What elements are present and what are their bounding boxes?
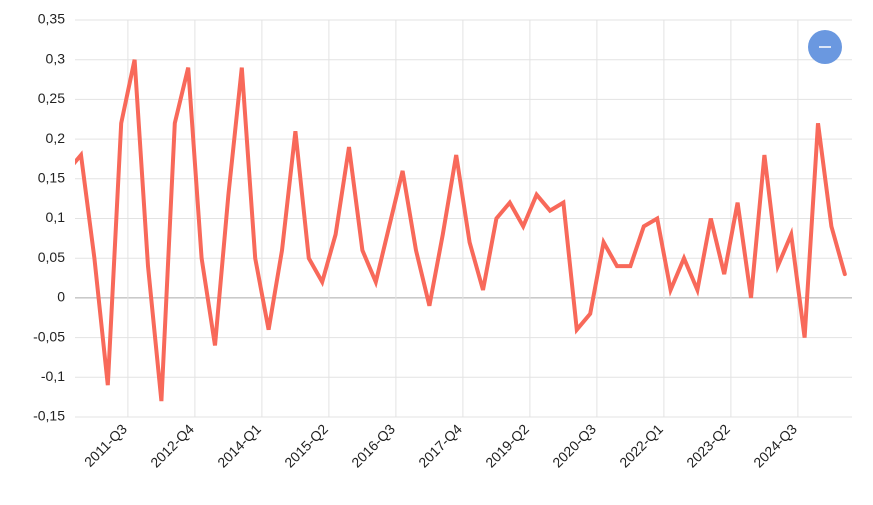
x-tick-label: 2022-Q1	[616, 421, 666, 471]
y-tick-label: -0,1	[41, 368, 65, 384]
x-tick-label: 2023-Q2	[683, 421, 733, 471]
x-tick-label: 2020-Q3	[549, 421, 599, 471]
y-tick-label: 0,05	[38, 249, 65, 265]
y-tick-label: 0,2	[46, 130, 66, 146]
x-tick-label: 2024-Q3	[750, 421, 800, 471]
x-tick-label: 2012-Q4	[147, 421, 197, 471]
y-tick-label: 0,1	[46, 209, 66, 225]
y-tick-label: 0,25	[38, 90, 65, 106]
toggle-button[interactable]	[808, 30, 842, 64]
data-line	[75, 59, 847, 402]
y-tick-label: -0,15	[33, 408, 65, 424]
y-tick-label: 0,15	[38, 170, 65, 186]
x-tick-label: 2011-Q3	[81, 421, 130, 470]
y-tick-label: -0,05	[33, 328, 65, 344]
x-tick-label: 2019-Q2	[482, 421, 532, 471]
y-tick-label: 0,35	[38, 11, 65, 27]
x-tick-label: 2014-Q1	[214, 421, 264, 471]
x-tick-label: 2017-Q4	[415, 421, 465, 471]
x-tick-label: 2016-Q3	[348, 421, 398, 471]
x-tick-label: 2015-Q2	[281, 421, 331, 471]
y-tick-label: 0,3	[46, 50, 66, 66]
plot	[75, 59, 847, 402]
y-tick-label: 0	[57, 289, 65, 305]
